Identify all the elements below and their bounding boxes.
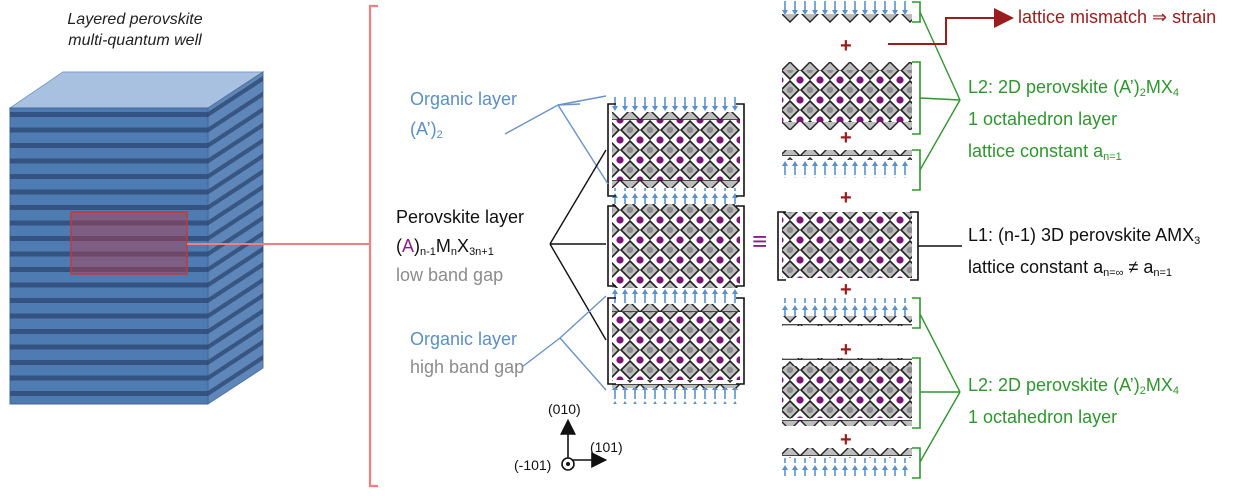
left-connectors (504, 95, 609, 391)
selection-box (70, 211, 188, 275)
stack-stripe (10, 122, 263, 164)
l1-line2: lattice constant an=∞ ≠ an=1 (968, 257, 1173, 279)
stack-stripe (10, 107, 263, 148)
l2-top-line3: lattice constant an=1 (968, 141, 1122, 163)
stack-stripe (10, 215, 263, 257)
perovskite-line1: Perovskite layer (396, 207, 525, 227)
axis-label-right: (101) (590, 439, 623, 455)
axis-label-out: (-101) (514, 457, 552, 473)
a-site-label: A (402, 236, 415, 256)
perovskite-formula: (A)n-1MnX3n+1 (396, 236, 494, 258)
plus-sign: + (840, 187, 852, 209)
axis-arrows (560, 418, 608, 471)
stack-stripe (10, 246, 263, 288)
title-line1: Layered perovskite (67, 11, 203, 28)
organic-bottom-line1: Organic layer (410, 329, 518, 349)
stack-stripe (10, 293, 263, 334)
middle-lattice (612, 96, 740, 404)
middle-brackets (607, 103, 745, 385)
mismatch-label: lattice mismatch ⇒ strain (1018, 7, 1217, 27)
mismatch-arrow (888, 8, 1014, 45)
stack-stripe (10, 277, 263, 319)
equivalence-symbol: ≡ (752, 226, 768, 256)
plus-sign: + (840, 279, 852, 301)
stack-stripe (10, 153, 263, 195)
stack-stripe (10, 308, 263, 350)
perovskite-gap: low band gap (396, 265, 504, 285)
stack-stripe (10, 324, 263, 365)
plus-sign: + (840, 35, 852, 57)
stack-stripe (10, 169, 263, 210)
l2-bottom-line2: 1 octahedron layer (968, 407, 1118, 427)
plus-sign: + (840, 339, 852, 361)
l2-bottom-line1: L2: 2D perovskite (A’)2MX4 (968, 375, 1179, 397)
plus-sign: + (840, 429, 852, 451)
l2-top-line2: 1 octahedron layer (968, 109, 1118, 129)
axis-label-up: (010) (548, 401, 581, 417)
stack-stripe (10, 200, 263, 241)
stack-stripe (10, 262, 263, 303)
quantum-well-stack (8, 71, 265, 405)
organic-top-line1: Organic layer (410, 89, 518, 109)
stack-stripe (10, 76, 263, 117)
plus-sign: + (840, 127, 852, 149)
l2-top-line1: L2: 2D perovskite (A’)2MX4 (968, 77, 1179, 99)
organic-bottom-line2: high band gap (410, 357, 525, 377)
l1-line1: L1: (n-1) 3D perovskite AMX3 (968, 225, 1201, 247)
stack-stripe (10, 231, 263, 272)
right-column (782, 0, 912, 476)
stack-stripe (10, 339, 263, 381)
stack-stripe (10, 184, 263, 226)
stack-stripe (10, 138, 263, 179)
stack-stripe (10, 91, 263, 133)
title-line2: multi-quantum well (68, 32, 202, 49)
callout-bracket (368, 4, 378, 488)
stack-stripe (10, 355, 263, 396)
l2-connectors (919, 11, 961, 463)
organic-top-line2: (A’)2 (410, 119, 443, 141)
